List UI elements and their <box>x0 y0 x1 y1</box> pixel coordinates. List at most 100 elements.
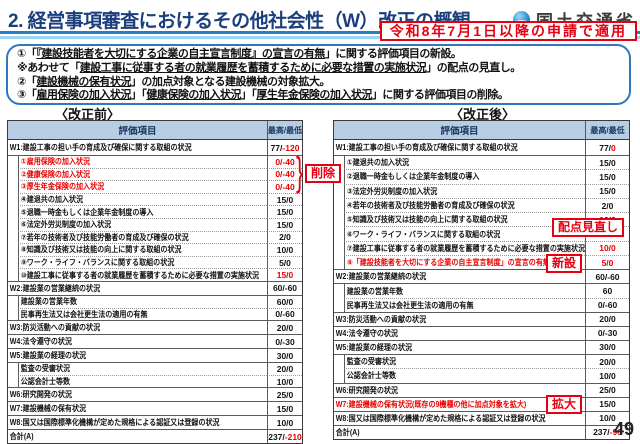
table-row: ②退職一時金もしくは企業年金制度の導入 15/0 <box>334 169 629 184</box>
page-number: 49 <box>614 419 635 439</box>
row-score: 2/0 <box>585 197 629 213</box>
summary-box: ①「『建設技能者を大切にする企業の自主宣言制度』の宣言の有無」に関する評価項目の… <box>6 44 631 105</box>
row-score: 0/-40 <box>267 180 302 193</box>
table-header-row: 評価項目 最高/最低 <box>334 121 629 139</box>
table-row: 公認会計士等数 10/0 <box>334 368 629 383</box>
table-row: W1:建設工事の担い手の育成及び確保に関する取組の状況 77/-120 <box>8 139 302 155</box>
row-label: ①雇用保険の加入状況 <box>20 157 91 167</box>
row-score: 25/0 <box>267 388 302 402</box>
table-row: ④若年の技術者及び技能労働者の育成及び確保の状況 2/0 <box>334 197 629 213</box>
row-score: 60 <box>585 284 629 298</box>
annotation-score-review: 配点見直し <box>552 218 625 237</box>
row-score: 5/0 <box>585 255 629 270</box>
annotation-expand: 拡大 <box>546 395 583 414</box>
table-row: 建設業の営業年数 60/0 <box>8 294 302 308</box>
row-label: W7:建設機械の保有状況(既存の9機種の他に加点対象を拡大) <box>335 399 527 409</box>
row-label: ⑦若年の技術者及び技能労働者の育成及び確保の状況 <box>20 232 189 242</box>
row-label: W5:建設業の経理の状況 <box>335 342 413 352</box>
row-label: W8:国又は国際標準化機構が定めた規格による認証又は登録の状況 <box>335 413 546 423</box>
row-score: 30/0 <box>267 349 302 363</box>
row-score: 15/0 <box>267 192 302 206</box>
row-label: W5:建設業の経理の状況 <box>9 351 87 361</box>
table-row: ⑥法定外労災制度の加入状況 15/0 <box>8 217 302 231</box>
row-label: W1:建設工事の担い手の育成及び確保に関する取組の状況 <box>335 143 518 152</box>
caption-before: 〈改正前〉 <box>55 107 121 122</box>
row-label: 監査の受審状況 <box>346 357 397 367</box>
row-label: W6:研究開発の状況 <box>335 385 398 395</box>
table-row: W1:建設工事の担い手の育成及び確保に関する取組の状況 77/0 <box>334 139 629 155</box>
row-score: 15/0 <box>585 156 629 170</box>
table-header-row: 評価項目 最高/最低 <box>8 121 302 139</box>
row-label: ②健康保険の加入状況 <box>20 169 91 179</box>
row-label: W3:防災活動への貢献の状況 <box>335 314 427 324</box>
row-score: 0/-30 <box>267 335 302 349</box>
row-score: 15/0 <box>267 217 302 231</box>
table-row: 監査の受審状況 20/0 <box>8 362 302 375</box>
summary-line: ③「雇用保険の加入状況」「健康保険の加入状況」「厚生年金保険の加入状況」に関する… <box>17 89 509 102</box>
table-row: W3:防災活動への貢献の状況 20/0 <box>334 311 629 326</box>
row-score: 15/0 <box>585 183 629 198</box>
row-label: 建設業の営業年数 <box>20 297 78 307</box>
row-label: W2:建設業の営業継続の状況 <box>9 283 101 293</box>
row-label: ⑦建設工事に従事する者の就業履歴を蓄積するために必要な措置の実施状況 <box>346 243 585 253</box>
table-row: ③法定外労災制度の加入状況 15/0 <box>334 183 629 198</box>
row-score: 15/0 <box>585 397 629 411</box>
delete-brace-icon <box>296 152 303 192</box>
row-score: 20/0 <box>267 363 302 375</box>
row-label: ②退職一時金もしくは企業年金制度の導入 <box>346 172 480 182</box>
row-score: 0/-60 <box>585 297 629 312</box>
table-after: 評価項目 最高/最低 W1:建設工事の担い手の育成及び確保に関する取組の状況 77/0… <box>333 120 630 440</box>
row-score: 237/-90 <box>585 425 629 439</box>
table-row: ⑧「建設技能者を大切にする企業の自主宣言制度」の宣言の有無 5/0 <box>334 255 629 270</box>
row-score: 0/-30 <box>585 326 629 340</box>
row-label: ⑩建設工事に従事する者の就業履歴を蓄積するために必要な措置の実施状況 <box>20 270 260 280</box>
annotation-new: 新設 <box>546 254 583 273</box>
table-row: ①雇用保険の加入状況 0/-40 <box>8 155 302 168</box>
row-score: 77/-120 <box>267 140 302 155</box>
row-score: 60/-60 <box>585 270 629 284</box>
table-row: 民事再生法又は会社更生法の適用の有無 0/-60 <box>8 307 302 321</box>
table-row: W2:建設業の営業継続の状況 60/-60 <box>334 269 629 284</box>
summary-line: ①「『建設技能者を大切にする企業の自主宣言制度』の宣言の有無」に関する評価項目の… <box>17 48 462 60</box>
row-label: 民事再生法又は会社更生法の適用の有無 <box>346 300 474 310</box>
row-label: ⑤退職一時金もしくは企業年金制度の導入 <box>20 207 154 217</box>
row-score: 10/0 <box>267 416 302 430</box>
table-row: 公認会計士等数 10/0 <box>8 374 302 388</box>
row-score: 15/0 <box>267 402 302 416</box>
table-row: ⑦建設工事に従事する者の就業履歴を蓄積するために必要な措置の実施状況 10/0 <box>334 240 629 256</box>
row-score: 0/-60 <box>267 307 302 321</box>
row-label: W2:建設業の営業継続の状況 <box>335 272 427 282</box>
table-row: 監査の受審状況 20/0 <box>334 353 629 369</box>
row-label: ④建退共の加入状況 <box>20 195 84 205</box>
annotation-delete: 削除 <box>305 164 342 183</box>
row-label: ⑤知識及び技術又は技能の向上に関する取組の状況 <box>346 215 508 225</box>
row-label: W4:法令遵守の状況 <box>9 337 72 347</box>
table-row: W2:建設業の営業継続の状況 60/-60 <box>8 280 302 295</box>
table-row: W4:法令遵守の状況 0/-30 <box>334 325 629 340</box>
row-label: ⑨ワーク・ライフ・バランスに関する取組の状況 <box>20 258 175 268</box>
row-label: W7:建設機械の保有状況 <box>9 404 87 414</box>
table-row: W7:建設機械の保有状況(既存の9機種の他に加点対象を拡大) 15/0 <box>334 396 629 411</box>
table-row: 民事再生法又は会社更生法の適用の有無 0/-60 <box>334 297 629 312</box>
row-label: ③法定外労災制度の加入状況 <box>346 186 438 196</box>
table-row: ③厚生年金保険の加入状況 0/-40 <box>8 180 302 193</box>
row-label: ④若年の技術者及び技能労働者の育成及び確保の状況 <box>346 201 515 211</box>
row-score: 0/-40 <box>267 167 302 181</box>
row-score: 10/0 <box>267 243 302 256</box>
row-score: 10/0 <box>585 240 629 256</box>
table-row: ⑦若年の技術者及び技能労働者の育成及び確保の状況 2/0 <box>8 230 302 244</box>
table-row: ①建退共の加入状況 15/0 <box>334 155 629 170</box>
row-label: ⑥ワーク・ライフ・バランスに関する取組の状況 <box>346 229 501 239</box>
row-score: 237/-210 <box>267 430 302 444</box>
row-score: 20/0 <box>267 321 302 335</box>
table-row: W6:研究開発の状況 25/0 <box>334 382 629 397</box>
row-label: 建設業の営業年数 <box>346 286 404 296</box>
row-score: 10/0 <box>585 368 629 383</box>
row-score: 60/-60 <box>267 281 302 295</box>
table-row: ⑨ワーク・ライフ・バランスに関する取組の状況 5/0 <box>8 255 302 269</box>
apply-note-badge: 令和8年7月1日以降の申請で適用 <box>379 21 637 41</box>
row-label: ⑥法定外労災制度の加入状況 <box>20 220 112 230</box>
row-score: 77/0 <box>585 140 629 155</box>
row-label: ③厚生年金保険の加入状況 <box>20 182 105 192</box>
